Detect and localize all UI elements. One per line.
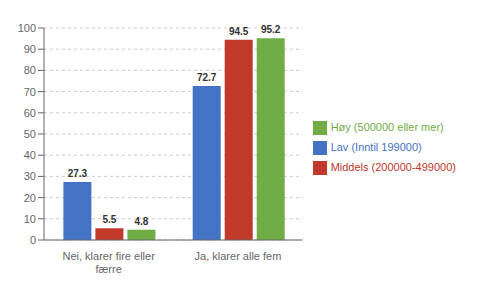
svg-text:5.5: 5.5 bbox=[102, 214, 116, 225]
svg-text:0: 0 bbox=[30, 234, 36, 246]
svg-text:Nei, klarer fire ellerfærre: Nei, klarer fire ellerfærre bbox=[63, 250, 156, 275]
svg-text:95.2: 95.2 bbox=[261, 24, 281, 35]
svg-text:Ja, klarer alle fem: Ja, klarer alle fem bbox=[195, 250, 282, 262]
svg-text:94.5: 94.5 bbox=[229, 26, 249, 37]
svg-text:50: 50 bbox=[24, 128, 36, 140]
svg-text:4.8: 4.8 bbox=[134, 216, 148, 227]
svg-text:27.3: 27.3 bbox=[68, 168, 88, 179]
svg-text:70: 70 bbox=[24, 86, 36, 98]
svg-text:40: 40 bbox=[24, 149, 36, 161]
svg-text:100: 100 bbox=[18, 22, 36, 34]
svg-text:30: 30 bbox=[24, 170, 36, 182]
svg-text:80: 80 bbox=[24, 64, 36, 76]
svg-text:90: 90 bbox=[24, 43, 36, 55]
svg-text:72.7: 72.7 bbox=[197, 72, 217, 83]
html-text:Høy (500000 eller mer): Høy (500000 eller mer) bbox=[330, 120, 444, 133]
svg-text:20: 20 bbox=[24, 192, 36, 204]
svg-text:10: 10 bbox=[24, 213, 36, 225]
svg-text:60: 60 bbox=[24, 107, 36, 119]
html-text:Lav (Inntil 199000): Lav (Inntil 199000) bbox=[330, 140, 422, 153]
html-text:Middels (200000-499000): Middels (200000-499000) bbox=[330, 160, 456, 173]
